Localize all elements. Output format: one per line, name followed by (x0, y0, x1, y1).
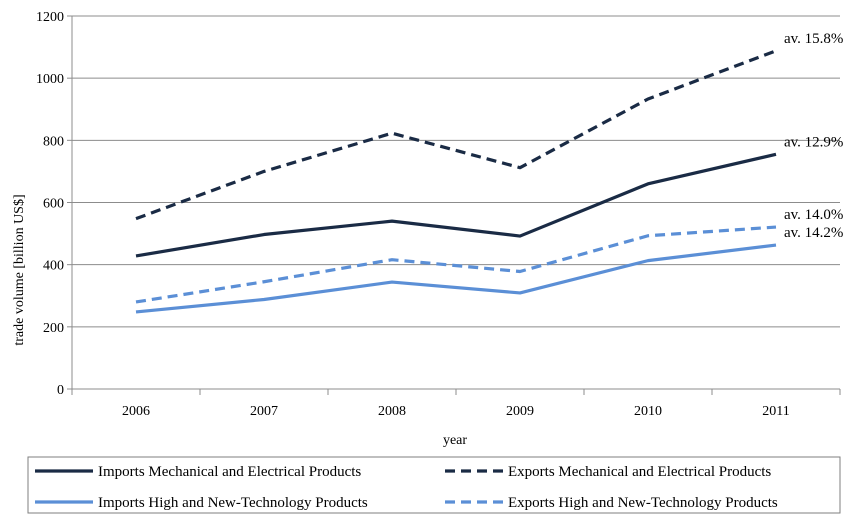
y-tick-label: 400 (43, 259, 64, 274)
series-end-label: av. 15.8% (784, 31, 843, 47)
legend-label: Exports High and New-Technology Products (508, 495, 778, 511)
x-tick-label: 2008 (378, 404, 406, 419)
legend-box (27, 456, 841, 514)
y-tick-label: 1200 (36, 10, 64, 25)
axes (67, 15, 841, 395)
series-line (135, 152, 777, 258)
gridlines (72, 15, 840, 328)
y-axis-label: trade volume [billion US$] (12, 194, 27, 345)
legend-label: Imports High and New-Technology Products (98, 495, 368, 511)
y-tick-label: 600 (43, 197, 64, 212)
x-tick-label: 2006 (122, 404, 150, 419)
y-tick-labels: 0 200 400 600 800 1000 1200 (36, 10, 64, 398)
series-line (135, 225, 777, 304)
x-axis-label: year (443, 433, 467, 448)
x-tick-label: 2009 (506, 404, 534, 419)
series-end-label: av. 12.9% (784, 134, 843, 150)
series-end-label: av. 14.2% (784, 225, 843, 241)
series-line (135, 243, 777, 314)
legend-label: Imports Mechanical and Electrical Produc… (98, 464, 361, 480)
y-tick-label: 0 (57, 383, 64, 398)
y-tick-label: 1000 (36, 72, 64, 87)
series-lines (135, 49, 777, 314)
x-tick-label: 2007 (250, 404, 278, 419)
end-labels: av. 12.9% av. 15.8% av. 14.2% av. 14.0% (784, 31, 843, 241)
y-tick-label: 200 (43, 321, 64, 336)
series-line (135, 49, 777, 221)
x-tick-label: 2011 (762, 404, 789, 419)
y-tick-label: 800 (43, 134, 64, 149)
x-tick-label: 2010 (634, 404, 662, 419)
legend-label: Exports Mechanical and Electrical Produc… (508, 464, 771, 480)
x-tick-labels: 2006 2007 2008 2009 2010 2011 (122, 404, 790, 419)
legend: Imports Mechanical and Electrical Produc… (27, 456, 841, 514)
series-end-label: av. 14.0% (784, 207, 843, 223)
